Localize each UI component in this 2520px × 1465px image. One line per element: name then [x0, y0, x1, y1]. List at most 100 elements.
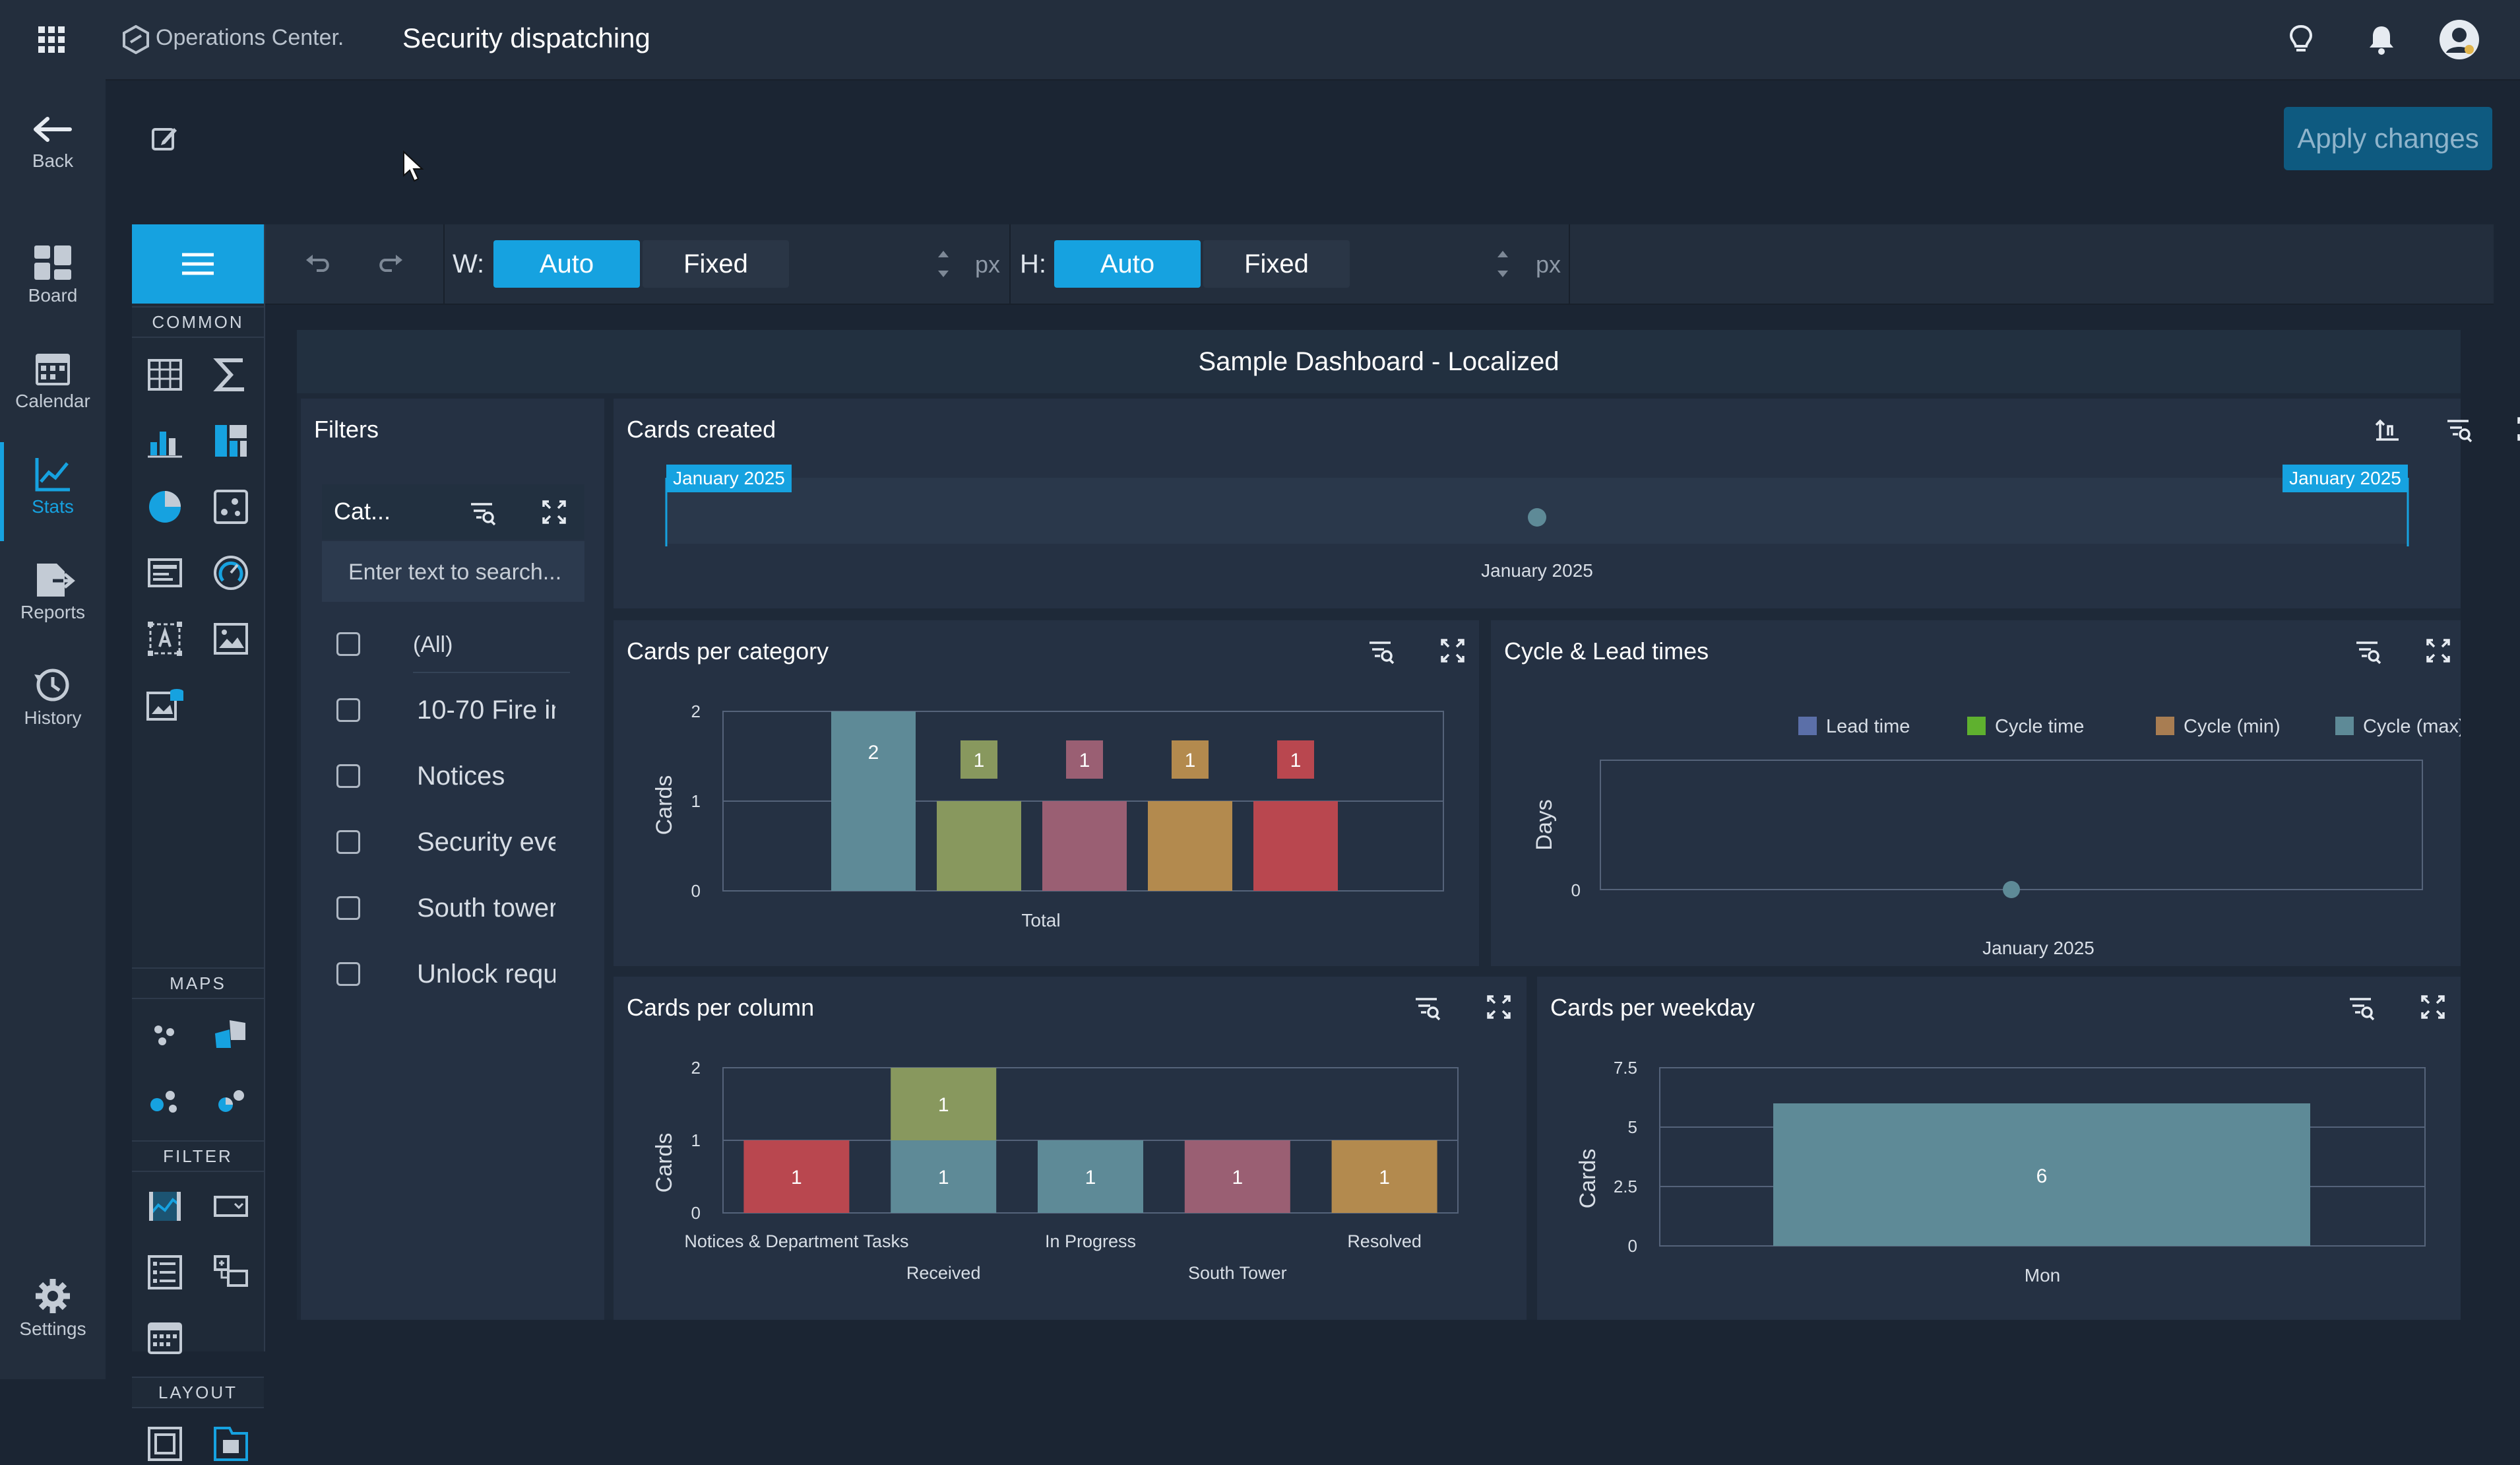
cards-per-category-panel[interactable]: Cards per category Cards Total 0 1 2 2 1 1 1 1	[614, 620, 1479, 966]
filter-checkbox[interactable]	[336, 896, 360, 920]
nav-reports[interactable]: Reports	[0, 561, 106, 623]
list-box-widget-icon[interactable]	[144, 1251, 186, 1293]
cards-per-weekday-chart[interactable]: Cards Mon 0 2.5 5 7.5 6	[1537, 977, 2461, 1320]
data-point	[2003, 881, 2020, 898]
y-tick-label: 0	[1628, 1236, 1637, 1256]
cards-per-weekday-panel[interactable]: Cards per weekday Cards Mon 0 2.5 5 7.5 6	[1537, 977, 2461, 1320]
legend-label[interactable]: Cycle (max)	[2363, 716, 2461, 737]
sum-widget-icon[interactable]	[210, 354, 252, 396]
filter-clear-icon[interactable]	[2345, 991, 2376, 1023]
group-widget-icon[interactable]	[144, 1423, 186, 1465]
filter-option[interactable]: South tower n	[301, 875, 584, 941]
filter-checkbox[interactable]	[336, 698, 360, 722]
bar-chart-widget-icon[interactable]	[144, 420, 186, 462]
maximize-icon[interactable]	[2422, 635, 2454, 667]
bar-value-label: 1	[791, 1167, 802, 1188]
bell-icon[interactable]	[2367, 24, 2396, 55]
cards-per-column-chart[interactable]: Cards 0 1 2 1 Notices & Department Tasks 1 1 Re…	[614, 977, 1527, 1320]
treemap-widget-icon[interactable]	[210, 420, 252, 462]
legend-label[interactable]: Lead time	[1826, 716, 1910, 737]
maximize-icon[interactable]	[2417, 991, 2449, 1023]
avatar[interactable]	[2438, 18, 2480, 61]
choropleth-map-widget-icon[interactable]	[210, 1014, 252, 1056]
edit-title-icon[interactable]	[150, 124, 179, 153]
cycle-lead-panel[interactable]: Cycle & Lead times Lead time Cycle time …	[1491, 620, 2461, 966]
cards-per-category-chart[interactable]: Cards Total 0 1 2 2 1 1 1 1	[614, 620, 1479, 966]
bar-value-badge	[1066, 740, 1103, 779]
filter-checkbox[interactable]	[336, 764, 360, 788]
filter-clear-icon[interactable]	[2351, 635, 2383, 667]
image-widget-icon[interactable]	[210, 618, 252, 660]
pie-chart-widget-icon[interactable]	[144, 486, 186, 528]
filter-clear-icon[interactable]	[1410, 991, 1442, 1023]
filter-option[interactable]: (All)	[301, 611, 584, 677]
geo-points-widget-icon[interactable]	[144, 1014, 186, 1056]
pie-map-widget-icon[interactable]	[210, 1080, 252, 1122]
range-filter-widget-icon[interactable]	[144, 1185, 186, 1227]
nav-back[interactable]: Back	[0, 112, 106, 172]
card-widget-icon[interactable]	[144, 552, 186, 594]
apply-changes-button[interactable]: Apply changes	[2284, 107, 2492, 170]
cycle-lead-chart[interactable]: Lead time Cycle time Cycle (min) Cycle (…	[1491, 620, 2461, 966]
x-tick-label: In Progress	[1045, 1231, 1136, 1251]
filters-panel[interactable]: Filters Cat... Enter text to search... (…	[301, 399, 604, 1320]
filter-clear-icon[interactable]	[1364, 635, 1396, 667]
height-stepper-icon[interactable]	[1490, 243, 1516, 285]
height-value-input[interactable]	[1354, 240, 1511, 288]
combo-box-widget-icon[interactable]	[210, 1185, 252, 1227]
legend-label[interactable]: Cycle time	[1995, 716, 2084, 737]
maximize-icon[interactable]	[1437, 635, 1468, 667]
height-auto-button[interactable]: Auto	[1054, 240, 1201, 288]
filter-search-input[interactable]: Enter text to search...	[322, 541, 584, 602]
bubble-map-widget-icon[interactable]	[144, 1080, 186, 1122]
y-tick-label: 2	[691, 1058, 701, 1078]
cards-created-panel[interactable]: Cards created January 2025 January 2025 …	[614, 399, 2520, 608]
cards-per-column-panel[interactable]: Cards per column Cards 0 1 2 1 Notices & Dep…	[614, 977, 1527, 1320]
scatter-widget-icon[interactable]	[210, 486, 252, 528]
bar-value-badge	[1172, 740, 1209, 779]
bound-image-widget-icon[interactable]	[144, 684, 186, 726]
legend-label[interactable]: Cycle (min)	[2184, 716, 2281, 737]
width-stepper-icon[interactable]	[930, 243, 957, 285]
maximize-icon[interactable]	[2513, 413, 2520, 445]
tab-container-widget-icon[interactable]	[210, 1423, 252, 1465]
axis-settings-icon[interactable]	[2371, 413, 2403, 445]
cards-created-chart[interactable]: January 2025 January 2025 January 2025	[614, 465, 2461, 608]
filter-option[interactable]: Notices	[301, 743, 584, 809]
filter-option[interactable]: 10-70 Fire inci	[301, 677, 584, 743]
width-auto-button[interactable]: Auto	[493, 240, 640, 288]
range-end-label: January 2025	[2289, 468, 2401, 488]
filter-checkbox[interactable]	[336, 962, 360, 986]
filter-expand-icon[interactable]	[538, 496, 570, 528]
gauge-widget-icon[interactable]	[210, 552, 252, 594]
filter-clear-icon[interactable]	[466, 496, 497, 528]
bar-value-label: 1	[1085, 1167, 1096, 1188]
nav-settings[interactable]: Settings	[0, 1278, 106, 1340]
filter-clear-icon[interactable]	[2442, 413, 2474, 445]
palette-menu-button[interactable]	[132, 224, 264, 304]
width-fixed-button[interactable]: Fixed	[643, 240, 789, 288]
filter-option[interactable]: Security event	[301, 809, 584, 875]
filter-checkbox[interactable]	[336, 830, 360, 854]
nav-history[interactable]: History	[0, 667, 106, 729]
nav-board[interactable]: Board	[0, 244, 106, 306]
height-unit: px	[1536, 251, 1561, 278]
tree-view-widget-icon[interactable]	[210, 1251, 252, 1293]
filter-option[interactable]: Unlock reques	[301, 941, 584, 1007]
filter-option-label: Notices	[417, 762, 505, 791]
chart-legend: Lead time Cycle time Cycle (min) Cycle (…	[1798, 716, 2461, 737]
nav-stats[interactable]: Stats	[0, 442, 106, 541]
table-widget-icon[interactable]	[144, 354, 186, 396]
nav-calendar[interactable]: Calendar	[0, 350, 106, 412]
undo-icon[interactable]	[303, 249, 332, 278]
app-grid-icon[interactable]	[37, 25, 66, 54]
bar-segment	[891, 1068, 997, 1140]
filter-checkbox[interactable]	[336, 632, 360, 656]
width-value-input[interactable]	[793, 240, 950, 288]
height-fixed-button[interactable]: Fixed	[1203, 240, 1350, 288]
date-filter-widget-icon[interactable]	[144, 1317, 186, 1359]
lightbulb-icon[interactable]	[2288, 24, 2314, 55]
redo-icon[interactable]	[376, 249, 405, 278]
text-box-widget-icon[interactable]	[144, 618, 186, 660]
maximize-icon[interactable]	[1483, 991, 1515, 1023]
